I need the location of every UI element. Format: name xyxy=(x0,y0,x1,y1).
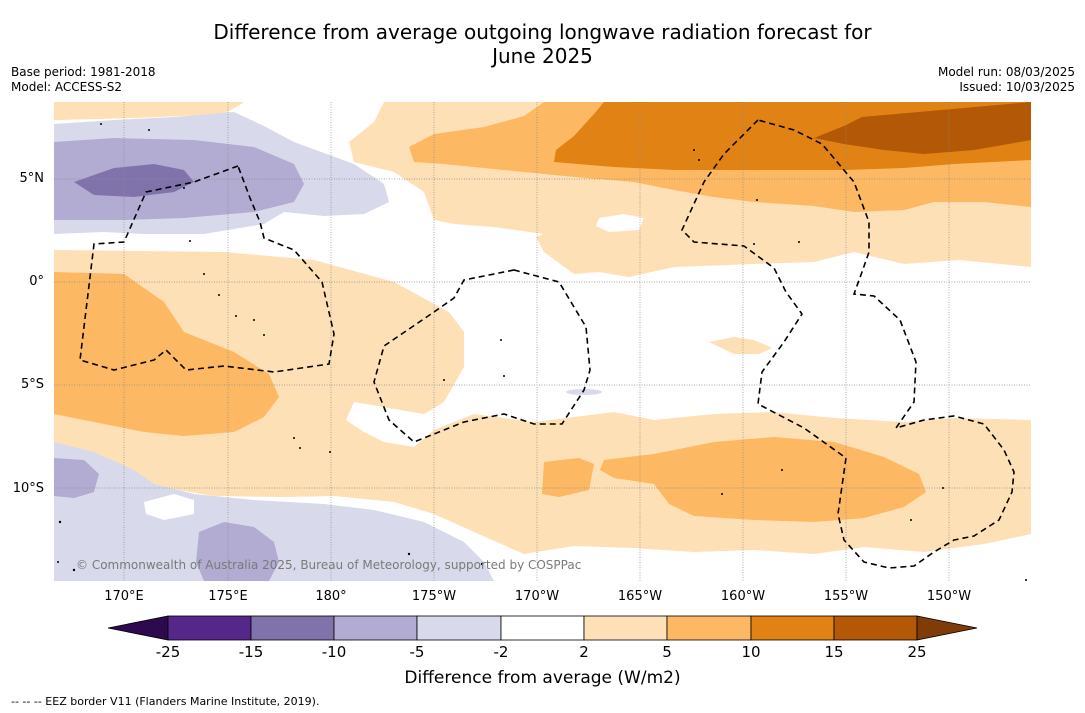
graticule xyxy=(54,102,1031,581)
lon-label: 150°W xyxy=(926,589,972,604)
colorbar-tick: -15 xyxy=(238,643,264,661)
colorbar-tick: 25 xyxy=(907,643,927,661)
anomaly-small-blob xyxy=(566,389,602,395)
lat-label: 0° xyxy=(29,274,44,289)
colorbar-tick: -5 xyxy=(409,643,425,661)
islands xyxy=(57,123,1027,581)
colorbar-tick: 10 xyxy=(741,643,761,661)
colorbar-tick: 5 xyxy=(662,643,672,661)
map-title: Difference from average outgoing longwav… xyxy=(0,20,1085,68)
map-canvas xyxy=(54,102,1031,581)
lat-label: 5°N xyxy=(19,171,45,186)
model-run: Model run: 08/03/2025 xyxy=(937,65,1075,79)
model-info: Base period: 1981-2018 Model: ACCESS-S2 xyxy=(11,65,156,95)
lat-label: 10°S xyxy=(12,481,44,496)
anomaly-pos-15 xyxy=(814,102,1031,154)
colorbar xyxy=(107,614,978,646)
colorbar-tick: -2 xyxy=(493,643,509,661)
colorbar-ramp xyxy=(107,615,978,641)
eez-borders xyxy=(79,119,1015,569)
anomaly-map xyxy=(54,102,1031,581)
anomaly-neg-10 xyxy=(74,164,194,197)
run-info: Model run: 08/03/2025 Issued: 10/03/2025 xyxy=(938,65,1075,95)
lon-label: 175°W xyxy=(411,589,457,604)
lon-label: 170°E xyxy=(104,589,144,604)
colorbar-tick: -10 xyxy=(321,643,347,661)
base-period: Base period: 1981-2018 xyxy=(11,65,156,79)
lon-label: 180° xyxy=(315,589,347,604)
lon-label: 175°E xyxy=(208,589,248,604)
issued-date: Issued: 10/03/2025 xyxy=(959,80,1075,94)
lat-label: 5°S xyxy=(20,377,44,392)
model-name: Model: ACCESS-S2 xyxy=(11,80,123,94)
lon-label: 160°W xyxy=(720,589,766,604)
lon-label: 165°W xyxy=(617,589,663,604)
colorbar-tick: 15 xyxy=(824,643,844,661)
neutral-holes xyxy=(54,214,644,572)
title-line-1: Difference from average outgoing longwav… xyxy=(213,20,872,44)
colorbar-tick: -25 xyxy=(155,643,181,661)
colorbar-tick: 2 xyxy=(579,643,589,661)
colorbar-label: Difference from average (W/m2) xyxy=(404,668,681,688)
copyright-notice: © Commonwealth of Australia 2025, Bureau… xyxy=(76,558,582,572)
lon-label: 170°W xyxy=(514,589,560,604)
lon-label: 155°W xyxy=(823,589,869,604)
eez-legend-note: -- -- -- EEZ border V11 (Flanders Marine… xyxy=(11,695,320,708)
title-line-2: June 2025 xyxy=(492,44,593,68)
